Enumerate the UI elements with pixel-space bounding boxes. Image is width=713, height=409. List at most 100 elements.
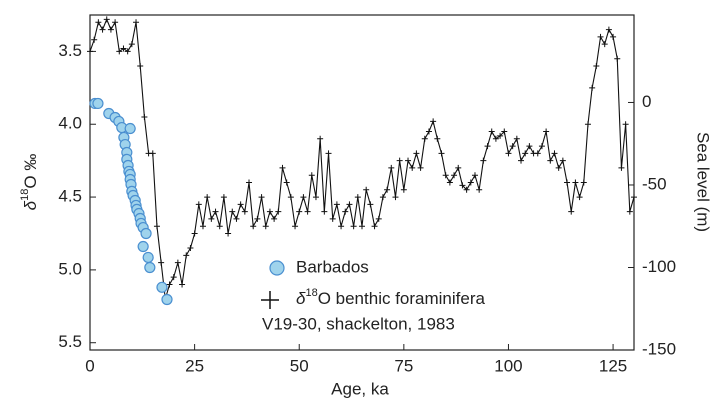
line-marker [626, 208, 633, 215]
line-marker [584, 121, 591, 128]
line-marker [363, 186, 370, 193]
line-marker [250, 223, 257, 230]
line-marker [116, 48, 123, 55]
plot-frame [89, 14, 635, 351]
line-marker [543, 128, 550, 135]
line-marker [354, 194, 361, 201]
line-marker [317, 135, 324, 142]
line-marker [187, 245, 194, 252]
line-marker [505, 150, 512, 157]
line-marker [229, 208, 236, 215]
line-marker [254, 215, 261, 222]
line-marker [208, 215, 215, 222]
line-marker [329, 215, 336, 222]
line-marker [492, 135, 499, 142]
line-marker [459, 182, 466, 189]
line-marker [497, 132, 504, 139]
legend-label: Barbados [296, 257, 369, 276]
scatter-point [156, 281, 168, 293]
line-marker [463, 186, 470, 193]
x-tick-label: 25 [185, 356, 204, 375]
line-marker [220, 194, 227, 201]
line-marker [451, 172, 458, 179]
line-marker [296, 208, 303, 215]
line-marker [149, 150, 156, 157]
legend-label-part: δ [296, 289, 306, 308]
line-marker [555, 164, 562, 171]
line-marker [99, 26, 106, 33]
line-marker [95, 19, 102, 26]
line-marker [308, 172, 315, 179]
scatter-point [144, 261, 156, 274]
legend-marker [269, 260, 285, 276]
line-marker [275, 208, 282, 215]
line-marker [271, 215, 278, 222]
line-marker [388, 164, 395, 171]
line-marker [384, 186, 391, 193]
line-marker [417, 164, 424, 171]
line-marker [538, 143, 545, 150]
scatter-point [137, 240, 149, 253]
scatter-point [92, 97, 104, 110]
line-marker [593, 62, 600, 69]
x-tick-label: 0 [85, 356, 94, 375]
line-marker [409, 164, 416, 171]
line-marker [292, 223, 299, 230]
line-marker [430, 118, 437, 125]
line-marker [513, 135, 520, 142]
line-marker [359, 223, 365, 230]
line-marker [179, 281, 186, 288]
line-marker [321, 208, 328, 215]
line-marker [141, 113, 148, 120]
line-marker [509, 143, 516, 150]
line-marker [174, 259, 181, 266]
x-tick-label: 100 [494, 356, 522, 375]
line-marker [618, 164, 625, 171]
y-tick-label: 5.5 [58, 332, 82, 351]
line-marker [392, 194, 399, 201]
line-marker [605, 26, 612, 33]
line-marker [484, 143, 491, 150]
line-marker [262, 223, 269, 230]
line-marker [367, 201, 374, 208]
line-marker [279, 164, 286, 171]
x-tick-label: 75 [394, 356, 413, 375]
y-tick-label: 4.0 [58, 114, 82, 133]
line-marker [333, 201, 340, 208]
line-marker [580, 179, 587, 186]
line-marker [124, 48, 131, 55]
line-marker [191, 230, 198, 237]
line-marker [258, 194, 265, 201]
line-marker [287, 194, 294, 201]
line-marker [568, 208, 575, 215]
line-marker [371, 223, 378, 230]
line-marker [199, 223, 206, 230]
line-marker [396, 157, 403, 164]
line-marker [622, 121, 629, 128]
line-marker [183, 252, 190, 259]
line-marker [379, 194, 386, 201]
line-marker [413, 150, 420, 157]
y-tick-label: 3.5 [58, 41, 82, 60]
scatter-point [161, 293, 173, 306]
line-marker [471, 172, 478, 179]
line-marker [614, 55, 621, 62]
y2-axis-label: Sea level (m) [694, 132, 713, 232]
line-marker [501, 128, 508, 135]
line-marker [325, 150, 332, 157]
line-marker [526, 143, 533, 150]
line-marker [564, 179, 571, 186]
line-marker [350, 223, 357, 230]
line-marker [446, 179, 453, 186]
line-marker [589, 84, 596, 91]
line-marker [455, 164, 462, 171]
legend-marker [261, 291, 279, 309]
line-marker [120, 45, 127, 52]
line-marker [421, 135, 428, 142]
y2-tick-label: -50 [642, 174, 667, 193]
y-axis-label: δ18O ‰ [19, 154, 41, 211]
line-marker [241, 208, 248, 215]
line-marker [488, 128, 495, 135]
line-marker [137, 62, 144, 69]
line-marker [233, 215, 240, 222]
